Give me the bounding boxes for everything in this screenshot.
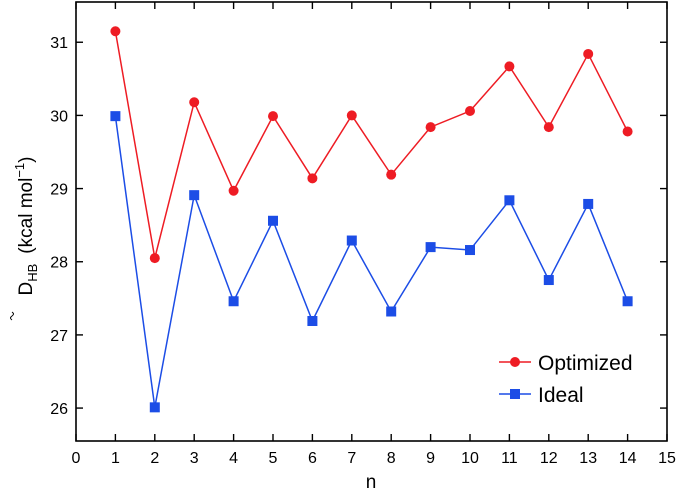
y-axis-symbol-tilde (10, 311, 14, 321)
data-point (425, 242, 436, 253)
data-point (543, 122, 554, 133)
y-axis-subscript: HB (25, 264, 40, 282)
legend-item: Optimized (499, 352, 633, 375)
y-tick-label: 31 (50, 35, 68, 52)
y-tick-label: 30 (50, 108, 68, 125)
legend-marker (510, 389, 520, 399)
x-tick-label: 3 (190, 450, 199, 467)
y-tick-label: 29 (50, 182, 68, 199)
data-point (504, 195, 515, 206)
data-point (622, 126, 633, 137)
x-axis-label: n (366, 472, 377, 493)
x-tick-label: 8 (387, 450, 396, 467)
legend: Optimized Ideal (499, 352, 633, 407)
x-tick-label: 0 (72, 450, 81, 467)
data-point (268, 215, 278, 226)
series-layer (110, 26, 633, 413)
data-point (189, 190, 200, 201)
plot-frame (75, 1, 668, 442)
data-point (228, 296, 239, 307)
data-point (425, 122, 436, 133)
y-axis-label: DHB (kcal mol−1) (10, 157, 40, 321)
x-tick-label: 11 (501, 450, 518, 467)
data-point (346, 235, 357, 246)
x-tick-label: 15 (658, 450, 676, 467)
legend-label: Optimized (538, 352, 633, 375)
data-point (583, 48, 594, 59)
data-point (149, 253, 160, 264)
data-point (465, 106, 475, 117)
svg-text:DHB(kcal mol−1): DHB (kcal mol−1) (12, 157, 40, 296)
data-point (228, 185, 239, 196)
y-tick-label: 28 (50, 255, 68, 272)
y-tick-label: 26 (50, 401, 68, 418)
series-line (114, 31, 629, 259)
data-point (386, 169, 397, 180)
legend-item: Ideal (499, 384, 584, 407)
series-line (114, 116, 629, 408)
ticks-layer (75, 2, 668, 441)
y-axis-units-close: ) (16, 157, 37, 163)
data-point (268, 111, 278, 122)
x-tick-label: 12 (540, 450, 558, 467)
data-point (583, 198, 594, 209)
series-ideal (110, 111, 633, 413)
x-tick-label: 13 (579, 450, 597, 467)
data-point (189, 97, 200, 108)
x-tick-label: 9 (426, 450, 435, 467)
data-point (465, 245, 475, 256)
data-point (307, 316, 318, 327)
data-point (543, 275, 554, 286)
data-point (110, 111, 121, 122)
x-tick-label: 2 (150, 450, 159, 467)
data-point (346, 110, 357, 121)
data-point (307, 173, 318, 184)
y-axis-units-exponent: −1 (12, 163, 27, 178)
x-tick-label: 5 (269, 450, 278, 467)
data-point (504, 61, 515, 72)
y-tick-label: 27 (50, 328, 68, 345)
data-point (386, 306, 397, 317)
x-tick-label: 6 (308, 450, 317, 467)
data-point (622, 296, 633, 307)
y-axis-symbol: D (16, 282, 37, 296)
x-tick-label: 7 (347, 450, 356, 467)
series-optimized (110, 26, 633, 264)
data-point (110, 26, 121, 37)
data-point (149, 402, 160, 413)
x-tick-label: 4 (229, 450, 238, 467)
legend-label: Ideal (538, 384, 584, 407)
legend-marker (510, 357, 520, 367)
y-axis-units: (kcal mol (16, 178, 37, 254)
x-tick-label: 14 (619, 450, 637, 467)
x-tick-label: 10 (461, 450, 479, 467)
x-tick-label: 1 (111, 450, 120, 467)
